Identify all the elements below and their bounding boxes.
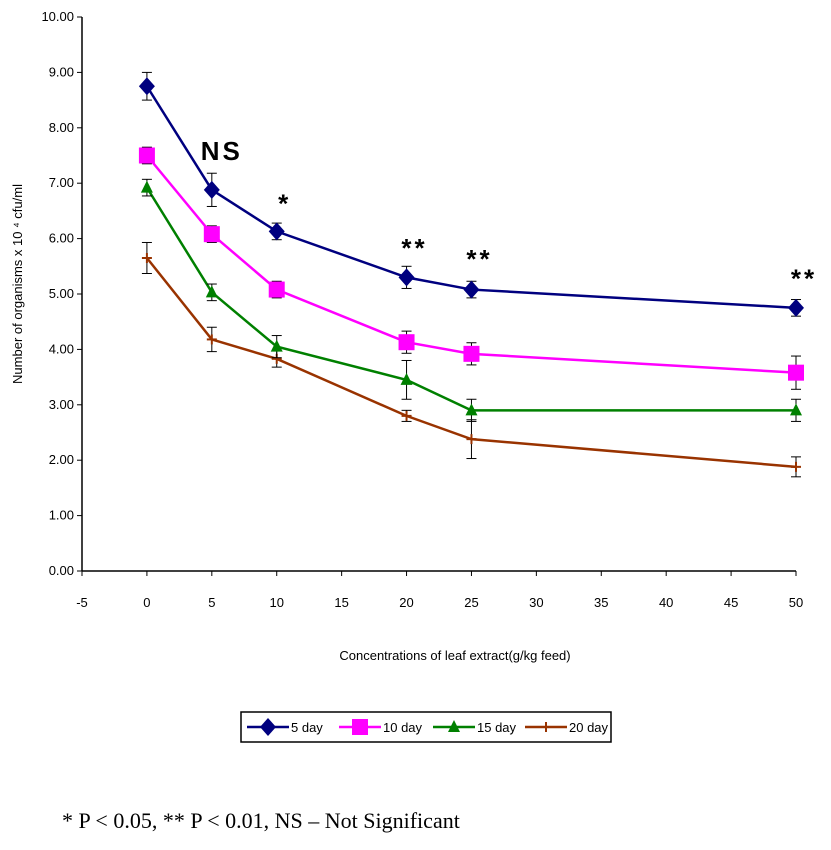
x-tick-label: 5 xyxy=(208,595,215,610)
x-tick-label: -5 xyxy=(76,595,88,610)
x-tick-label: 50 xyxy=(789,595,803,610)
legend-label: 15 day xyxy=(477,720,517,735)
legend-marker xyxy=(352,719,368,735)
x-tick-label: 25 xyxy=(464,595,478,610)
x-tick-label: 40 xyxy=(659,595,673,610)
data-point xyxy=(206,334,217,345)
legend-marker xyxy=(541,722,551,732)
y-tick-label: 1.00 xyxy=(49,508,74,523)
significance-annotation: ** xyxy=(466,244,492,274)
data-point xyxy=(790,403,802,416)
series-line xyxy=(145,186,796,412)
data-point xyxy=(205,285,218,298)
data-point xyxy=(400,372,413,385)
data-point xyxy=(203,180,220,199)
legend-item: 10 day xyxy=(339,719,423,735)
data-point xyxy=(140,180,153,193)
data-point xyxy=(203,226,220,243)
series-5-day xyxy=(138,71,804,317)
legend: 5 day 10 day 15 day 20 day xyxy=(240,711,612,743)
data-point xyxy=(466,434,477,445)
data-point xyxy=(463,345,480,362)
legend-label: 20 day xyxy=(569,720,609,735)
line-chart: 0.00 1.00 2.00 3.00 4.00 5.00 6.00 7.00 8.00 9.00… xyxy=(10,9,817,743)
legend-marker xyxy=(448,720,460,732)
y-axis-title: Number of organisms x 10 ⁴ cfu/ml xyxy=(10,184,25,384)
x-tick-label: 10 xyxy=(269,595,283,610)
series-10-day xyxy=(138,146,804,390)
data-point xyxy=(398,268,415,287)
x-axis-title: Concentrations of leaf extract(g/kg feed… xyxy=(339,648,570,663)
x-tick-label: 35 xyxy=(594,595,608,610)
significance-annotation: ** xyxy=(791,263,817,293)
data-point xyxy=(268,281,285,298)
data-point xyxy=(791,461,801,472)
data-point xyxy=(398,334,415,351)
legend-label: 5 day xyxy=(291,720,323,735)
y-tick-label: 8.00 xyxy=(49,120,74,135)
y-tick-label: 6.00 xyxy=(49,231,74,246)
x-tick-label: 20 xyxy=(399,595,413,610)
series-line xyxy=(145,257,797,469)
y-tick-label: 4.00 xyxy=(49,341,74,356)
legend-item: 20 day xyxy=(525,720,609,735)
data-point xyxy=(788,298,804,317)
legend-marker xyxy=(260,718,276,736)
data-point xyxy=(141,252,152,263)
data-point xyxy=(270,339,283,352)
y-tick-label: 10.00 xyxy=(41,9,74,24)
y-tick-label: 5.00 xyxy=(49,286,74,301)
data-point xyxy=(268,222,285,241)
data-point xyxy=(463,280,480,299)
x-tick-label: 0 xyxy=(143,595,150,610)
x-tick-label: 30 xyxy=(529,595,543,610)
data-point xyxy=(788,364,804,381)
x-tick-label: 45 xyxy=(724,595,738,610)
data-point xyxy=(138,147,155,164)
significance-annotation: ** xyxy=(401,233,427,263)
y-tick-label: 3.00 xyxy=(49,397,74,412)
significance-footnote: * P < 0.05, ** P < 0.01, NS – Not Signif… xyxy=(62,808,460,833)
data-point xyxy=(465,403,478,416)
significance-annotation: * xyxy=(278,189,291,219)
legend-item: 15 day xyxy=(433,720,517,735)
y-tick-label: 7.00 xyxy=(49,175,74,190)
data-point xyxy=(401,410,412,421)
legend-label: 10 day xyxy=(383,720,423,735)
series-20-day xyxy=(141,241,801,478)
series-line xyxy=(145,85,797,310)
series-line xyxy=(145,154,797,374)
y-tick-label: 2.00 xyxy=(49,452,74,467)
legend-item: 5 day xyxy=(247,718,323,736)
y-tick-label: 0.00 xyxy=(49,563,74,578)
y-tick-label: 9.00 xyxy=(49,64,74,79)
series-15-day xyxy=(140,178,802,422)
data-point xyxy=(138,77,155,96)
significance-annotation: NS xyxy=(201,136,243,166)
x-tick-label: 15 xyxy=(334,595,348,610)
